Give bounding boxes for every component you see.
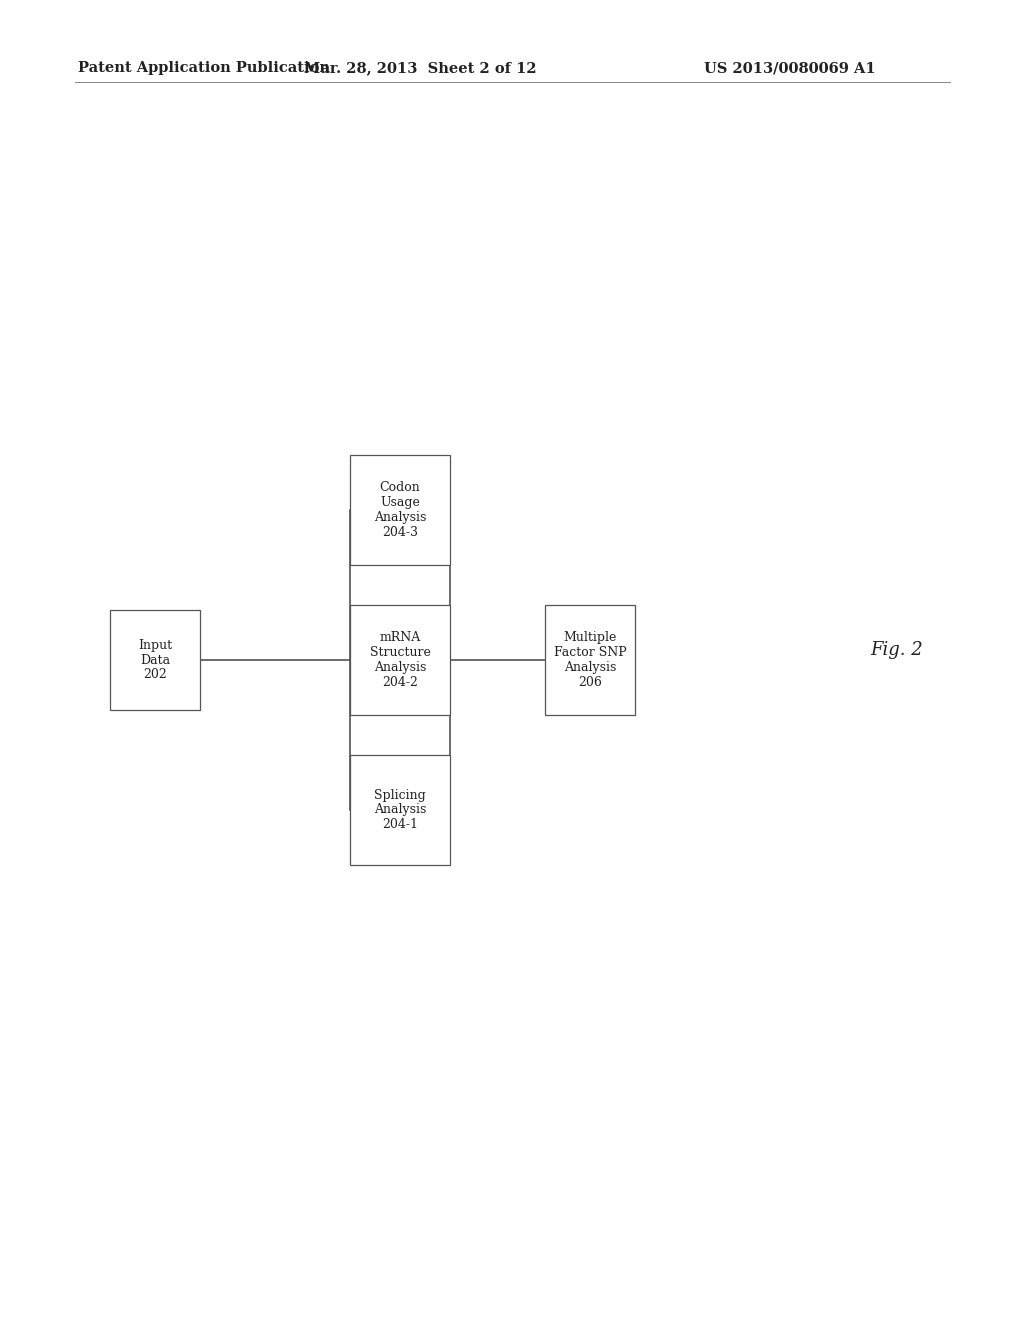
Bar — [350, 605, 450, 715]
Bar — [110, 610, 200, 710]
Bar — [545, 605, 635, 715]
Text: Mar. 28, 2013  Sheet 2 of 12: Mar. 28, 2013 Sheet 2 of 12 — [304, 61, 537, 75]
Text: Input
Data
202: Input Data 202 — [138, 639, 172, 681]
Bar — [350, 455, 450, 565]
Text: Multiple
Factor SNP
Analysis
206: Multiple Factor SNP Analysis 206 — [554, 631, 627, 689]
Text: Codon
Usage
Analysis
204-3: Codon Usage Analysis 204-3 — [374, 480, 426, 539]
Bar — [350, 755, 450, 865]
Text: US 2013/0080069 A1: US 2013/0080069 A1 — [705, 61, 876, 75]
Text: Splicing
Analysis
204-1: Splicing Analysis 204-1 — [374, 788, 426, 832]
Text: Fig. 2: Fig. 2 — [870, 642, 923, 659]
Text: Patent Application Publication: Patent Application Publication — [78, 61, 330, 75]
Text: mRNA
Structure
Analysis
204-2: mRNA Structure Analysis 204-2 — [370, 631, 430, 689]
